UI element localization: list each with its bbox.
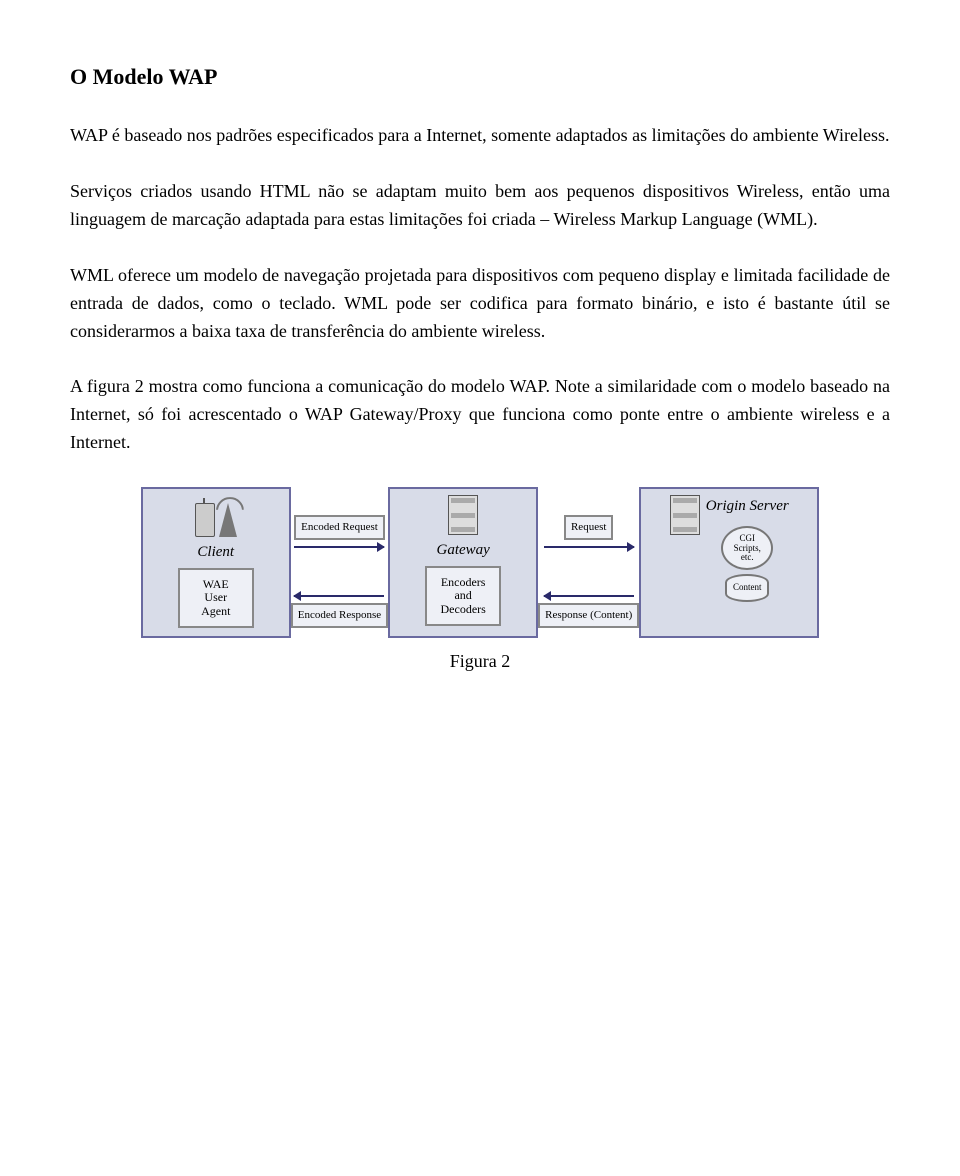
client-wae-box: WAE User Agent <box>178 568 254 628</box>
arrows-gateway-origin: Request Response (Content) <box>538 487 639 638</box>
arrows-client-gateway: Encoded Request Encoded Response <box>291 487 388 638</box>
origin-title: Origin Server <box>706 495 789 518</box>
request-label: Request <box>564 515 613 540</box>
origin-server-module: Origin Server CGI Scripts, etc. Content <box>639 487 819 638</box>
arrow-right-icon <box>544 542 634 552</box>
paragraph-4: A figura 2 mostra como funciona a comuni… <box>70 373 890 457</box>
phone-icon <box>195 503 215 537</box>
response-content-label: Response (Content) <box>538 603 639 628</box>
tower-icon <box>219 503 237 537</box>
arrow-left-icon <box>544 591 634 601</box>
cgi-scripts-icon: CGI Scripts, etc. <box>721 526 773 570</box>
gateway-module: Gateway Encoders and Decoders <box>388 487 538 638</box>
server-icon <box>448 495 478 535</box>
arrow-right-icon <box>294 542 384 552</box>
encoded-request-label: Encoded Request <box>294 515 385 540</box>
gateway-encoders-box: Encoders and Decoders <box>425 566 501 626</box>
client-icons <box>195 495 237 537</box>
page-title: O Modelo WAP <box>70 60 890 94</box>
encoded-response-label: Encoded Response <box>291 603 388 628</box>
paragraph-2: Serviços criados usando HTML não se adap… <box>70 178 890 234</box>
arrow-left-icon <box>294 591 384 601</box>
figure-caption: Figura 2 <box>70 648 890 676</box>
content-cylinder-icon: Content <box>725 574 769 602</box>
gateway-title: Gateway <box>436 539 489 562</box>
client-module: Client WAE User Agent <box>141 487 291 638</box>
figure-2-diagram: Client WAE User Agent Encoded Request En… <box>70 487 890 638</box>
paragraph-3: WML oferece um modelo de navegação proje… <box>70 262 890 346</box>
paragraph-1: WAP é baseado nos padrões especificados … <box>70 122 890 150</box>
server-icon <box>670 495 700 535</box>
client-title: Client <box>197 541 234 564</box>
